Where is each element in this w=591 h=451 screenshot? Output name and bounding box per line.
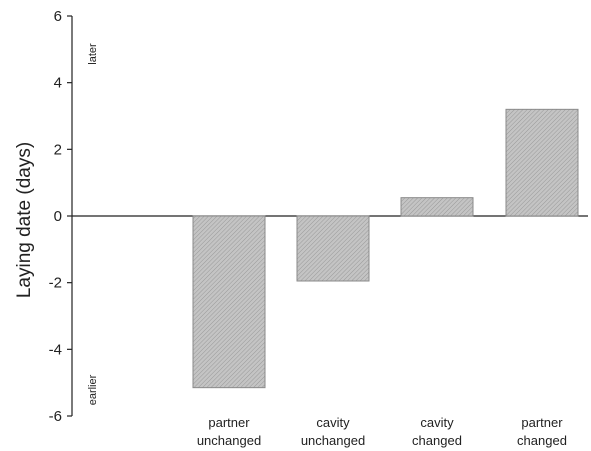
category-labels: partner unchanged cavity unchanged cavity cha… [197,415,567,448]
annotation-earlier: earlier [87,374,99,405]
y-tick-label: 6 [54,8,62,25]
category-label: cavity unchanged [301,415,365,448]
bar [297,216,369,281]
y-tick-label: 2 [54,141,62,158]
bar [193,216,265,388]
y-tick-label: -4 [49,341,62,358]
category-label: partner unchanged [197,415,261,448]
y-ticks: -6 -4 -2 0 2 4 6 [49,8,72,425]
y-tick-label: 0 [54,208,62,225]
y-axis-label: Laying date (days) [14,142,35,298]
category-label: partner changed [517,415,567,448]
bars [193,109,578,387]
y-tick-label: 4 [54,75,62,92]
y-tick-label: -2 [49,275,62,292]
category-label: cavity changed [412,415,462,448]
annotation-later: later [87,43,99,65]
bar [401,198,473,216]
y-tick-label: -6 [49,408,62,425]
bar [506,109,578,216]
